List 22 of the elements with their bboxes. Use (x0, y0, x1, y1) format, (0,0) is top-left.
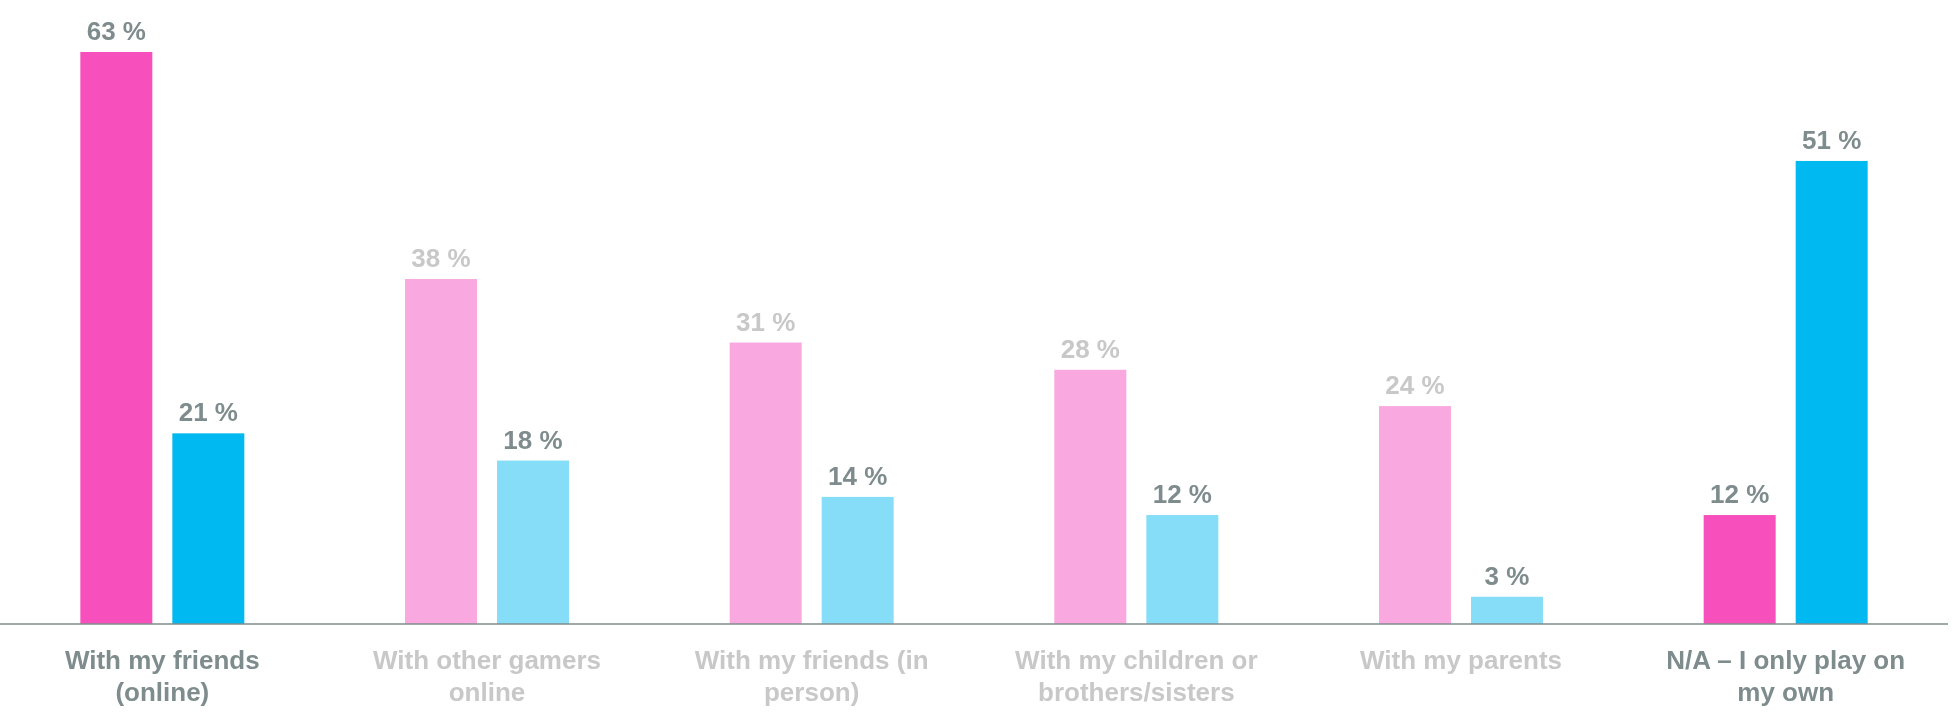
data-label: 51 % (1802, 124, 1862, 155)
bar (1054, 369, 1127, 624)
bar (1146, 515, 1219, 624)
bar (1703, 515, 1776, 624)
bar (405, 278, 477, 624)
data-label: 3 % (1484, 560, 1530, 591)
x-tick-label: With my friends (online) (64, 645, 260, 707)
bar (1795, 160, 1868, 624)
data-label: 14 % (828, 460, 888, 491)
bar (1379, 406, 1451, 624)
x-tick-label: N/A – I only play on my own (1666, 645, 1906, 707)
bar (80, 52, 153, 624)
data-label: 18 % (503, 424, 563, 455)
data-label: 63 % (86, 16, 146, 46)
data-label: 12 % (1710, 479, 1770, 510)
bar (1471, 596, 1543, 624)
bar (172, 433, 245, 624)
bar (821, 496, 894, 624)
data-label: 12 % (1152, 479, 1212, 510)
data-label: 21 % (178, 397, 238, 428)
bar (729, 342, 802, 624)
bar (497, 460, 569, 624)
